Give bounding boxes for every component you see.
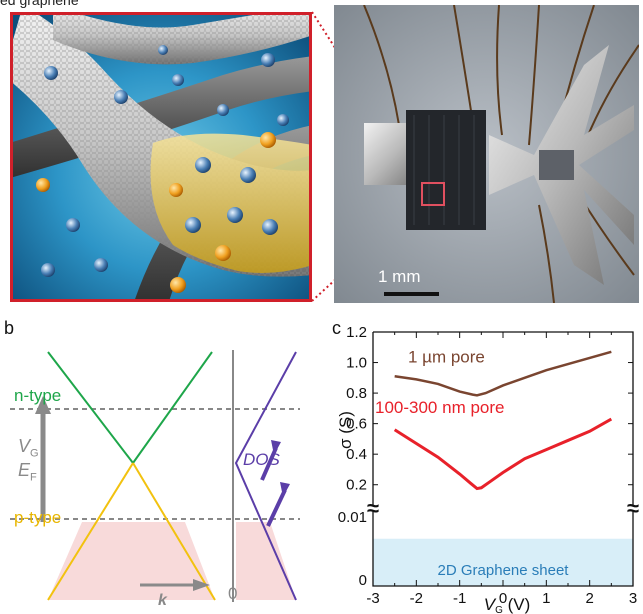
y-axis-label: σ (S) bbox=[336, 411, 355, 449]
vg-label-sub: G bbox=[30, 447, 39, 460]
panel-label-b: b bbox=[4, 318, 15, 338]
y-tick-label: 0.6 bbox=[346, 416, 367, 433]
series-line-micron-pore bbox=[394, 350, 612, 397]
cone-yellow-right bbox=[132, 462, 216, 601]
scale-bar-label: 1 mm bbox=[378, 267, 421, 286]
x-tick-label: -1 bbox=[453, 590, 466, 607]
dos-label: DOS bbox=[243, 450, 280, 469]
band-diagram bbox=[10, 350, 300, 602]
vg-label: VG bbox=[18, 436, 39, 460]
k-label: k bbox=[158, 592, 167, 609]
filled-states bbox=[48, 522, 215, 600]
n-type-label: n-type bbox=[14, 386, 62, 405]
y-tick-label: 0.2 bbox=[346, 477, 367, 494]
x-tick-label: 3 bbox=[629, 590, 637, 607]
ef-label: EF bbox=[18, 460, 37, 484]
ef-label-main: E bbox=[18, 460, 31, 480]
panel-label-c: c bbox=[332, 318, 341, 338]
graphene-tube-illustration bbox=[10, 12, 312, 302]
axis-break-mark: ≈ bbox=[367, 496, 379, 521]
y-tick-label: 0.01 bbox=[338, 509, 367, 526]
ef-label-sub: F bbox=[30, 471, 37, 484]
series-line-nano-pore bbox=[393, 417, 613, 491]
figure-caption: ed graphene bbox=[0, 0, 79, 8]
series-label: 1 µm pore bbox=[408, 348, 485, 367]
cone-green-right bbox=[132, 351, 213, 464]
p-type-label: p-type bbox=[14, 508, 62, 527]
vg-label-main: V bbox=[18, 436, 31, 456]
filled-dos bbox=[236, 522, 296, 600]
x-tick-label: 1 bbox=[542, 590, 550, 607]
device-photo: 1 mm bbox=[334, 5, 639, 303]
x-tick-label: 2 bbox=[585, 590, 593, 607]
x-axis-label: VG (V) bbox=[484, 595, 531, 614]
x-tick-label: -3 bbox=[366, 590, 379, 607]
y-tick-label: 0.8 bbox=[346, 385, 367, 402]
cone-green-left bbox=[47, 351, 134, 464]
y-tick-label: 1.2 bbox=[346, 324, 367, 341]
illustration-svg bbox=[13, 15, 309, 299]
graphene-sheet-band bbox=[373, 538, 633, 586]
y-tick-label: 0 bbox=[359, 572, 367, 589]
y-tick-label: 1.0 bbox=[346, 355, 367, 372]
graphene-sheet-label: 2D Graphene sheet bbox=[438, 562, 570, 579]
photo-svg bbox=[334, 5, 639, 303]
y-tick-label: 0.4 bbox=[346, 446, 367, 463]
cone-yellow-left bbox=[47, 462, 134, 601]
series-label: 100-300 nm pore bbox=[375, 398, 504, 417]
zero-label: 0 bbox=[228, 584, 238, 603]
axis-break-mark: ≈ bbox=[627, 496, 639, 521]
dos-curve bbox=[234, 351, 297, 601]
x-tick-label: 0 bbox=[499, 590, 507, 607]
conductivity-chart: 2D Graphene sheet ≈ ≈0.2 0.4 0.6 0.8 1.0 1.2 0 0.… bbox=[336, 324, 639, 614]
x-tick-label: -2 bbox=[410, 590, 423, 607]
dos-arrow bbox=[260, 447, 278, 481]
dos-arrow bbox=[266, 489, 287, 527]
